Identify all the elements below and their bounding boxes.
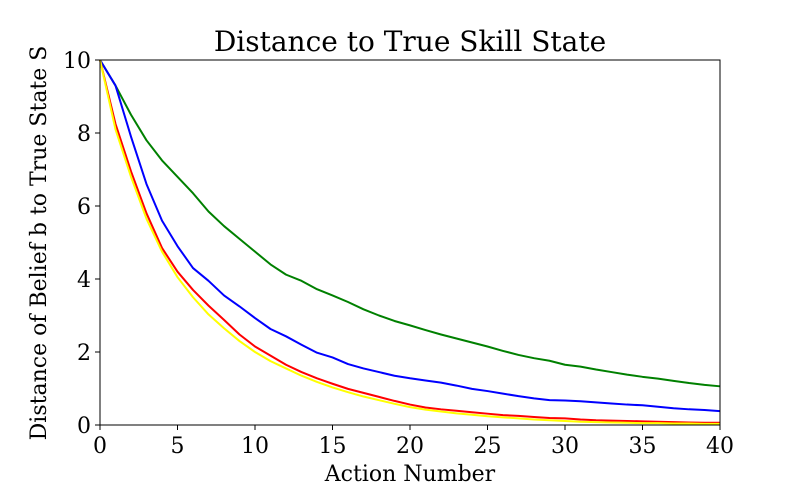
series-line-4 (99, 59, 720, 425)
y-tick-label: 10 (63, 49, 91, 74)
y-tick-label: 6 (77, 195, 91, 220)
y-axis-label: Distance of Belief b to True State S (27, 46, 52, 441)
x-tick-label: 30 (551, 434, 579, 459)
y-axis-ticks: 0 2 4 6 8 10 (63, 49, 100, 439)
y-tick-label: 4 (77, 268, 91, 293)
y-tick-label: 0 (77, 414, 91, 439)
y-tick-label: 2 (77, 341, 91, 366)
x-tick-label: 25 (474, 434, 502, 459)
x-tick-label: 20 (396, 434, 424, 459)
x-axis-label: Action Number (324, 462, 496, 487)
series-layer (99, 59, 721, 425)
x-tick-label: 15 (319, 434, 347, 459)
series-line-3 (99, 59, 720, 424)
x-tick-label: 10 (241, 434, 269, 459)
x-axis-ticks: 0 5 10 15 20 25 30 35 40 (93, 425, 734, 459)
plot-frame (99, 59, 721, 426)
x-tick-label: 40 (706, 434, 734, 459)
x-tick-label: 5 (171, 434, 185, 459)
y-tick-label: 8 (77, 122, 91, 147)
series-line-1 (99, 59, 721, 388)
series-line-2 (99, 59, 721, 413)
chart-title: Distance to True Skill State (214, 25, 606, 58)
x-tick-label: 35 (629, 434, 657, 459)
x-tick-label: 0 (93, 434, 107, 459)
